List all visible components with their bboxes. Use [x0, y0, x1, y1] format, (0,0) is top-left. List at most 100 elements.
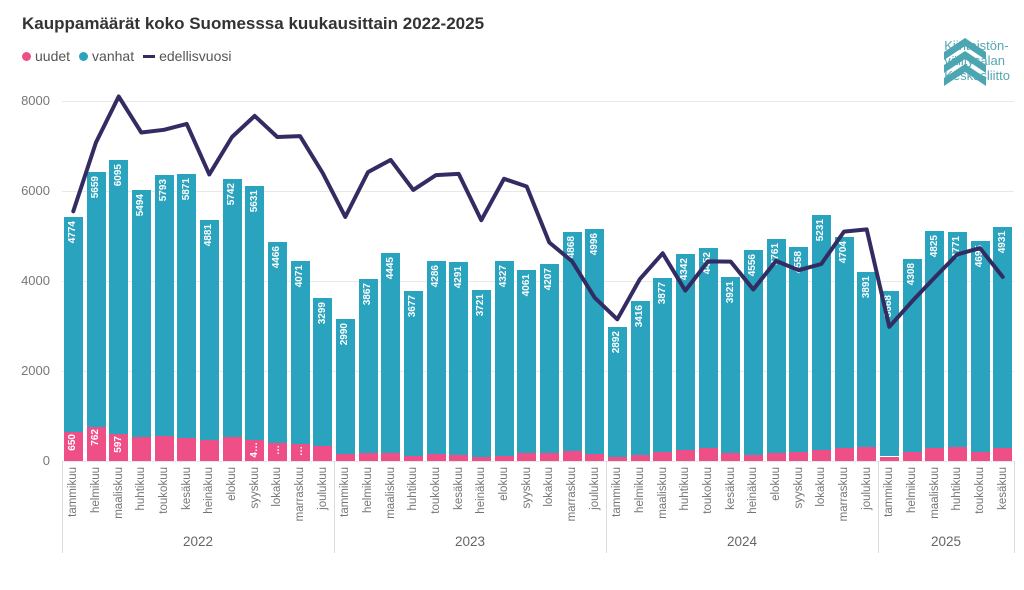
- bar-uudet[interactable]: [789, 452, 809, 461]
- bar-uudet[interactable]: [177, 438, 197, 461]
- bar-vanhat[interactable]: [335, 319, 355, 454]
- chart-legend: uudet vanhat edellisvuosi: [22, 48, 231, 64]
- bar-vanhat[interactable]: [199, 220, 219, 440]
- bar-uudet[interactable]: [313, 446, 333, 461]
- bar-vanhat[interactable]: [585, 229, 605, 455]
- bar-uudet[interactable]: [834, 448, 854, 461]
- bar-vanhat[interactable]: [449, 261, 469, 455]
- bar-vanhat[interactable]: [993, 226, 1013, 449]
- bar-vanhat[interactable]: [222, 178, 242, 438]
- bar-vanhat[interactable]: [970, 241, 990, 453]
- bar-uudet[interactable]: [721, 453, 741, 461]
- bar-uudet[interactable]: [743, 455, 763, 461]
- bar-vanhat[interactable]: [811, 214, 831, 450]
- bar-vanhat[interactable]: [721, 276, 741, 454]
- bar-uudet[interactable]: [335, 453, 355, 461]
- bar-uudet[interactable]: [131, 437, 151, 461]
- bar-uudet[interactable]: [471, 456, 491, 461]
- bar-uudet[interactable]: [381, 453, 401, 461]
- month-label: marraskuu: [294, 467, 306, 522]
- bar-uudet[interactable]: [199, 439, 219, 461]
- bar-vanhat[interactable]: [562, 231, 582, 451]
- bar-uudet[interactable]: [698, 448, 718, 461]
- bar-vanhat[interactable]: [766, 239, 786, 454]
- bar-value-label: 4761: [770, 243, 781, 266]
- bar-uudet[interactable]: [993, 448, 1013, 461]
- bar-uudet[interactable]: [947, 446, 967, 461]
- bar-vanhat[interactable]: [630, 301, 650, 456]
- bar-uudet[interactable]: [879, 456, 899, 461]
- bar-uudet[interactable]: [811, 449, 831, 461]
- bar-uudet[interactable]: [267, 443, 287, 461]
- bar-vanhat[interactable]: [675, 254, 695, 450]
- bar-vanhat[interactable]: [698, 248, 718, 449]
- bar-vanhat[interactable]: [834, 236, 854, 449]
- bar-vanhat[interactable]: [879, 291, 899, 457]
- bar-uudet[interactable]: [86, 426, 106, 461]
- bar-uudet[interactable]: [607, 456, 627, 461]
- bar-uudet[interactable]: [109, 434, 129, 461]
- bar-vanhat[interactable]: [245, 186, 265, 440]
- bar-uudet[interactable]: [426, 454, 446, 461]
- month-label: maaliskuu: [112, 467, 125, 519]
- bar-uudet[interactable]: [539, 453, 559, 461]
- month-label: tammikuu: [611, 467, 624, 517]
- bar-uudet[interactable]: [222, 437, 242, 461]
- bar-vanhat[interactable]: [925, 231, 945, 449]
- bar-uudet[interactable]: [494, 455, 514, 461]
- bar-vanhat[interactable]: [743, 250, 763, 456]
- bar-uudet[interactable]: [766, 453, 786, 461]
- bar-vanhat[interactable]: [290, 261, 310, 445]
- bar-uudet[interactable]: [630, 455, 650, 461]
- vanhat-dot-icon: [79, 51, 89, 61]
- bar-value-label: 3299: [316, 301, 328, 324]
- bar-uudet[interactable]: [449, 454, 469, 461]
- bar-value-label: 3891: [860, 275, 872, 298]
- legend-label-vanhat: vanhat: [92, 48, 135, 64]
- month-label: tammikuu: [883, 467, 896, 517]
- bar-uudet[interactable]: [925, 448, 945, 461]
- bar-vanhat[interactable]: [131, 189, 151, 438]
- bar-vanhat[interactable]: [86, 172, 106, 427]
- bar-uudet[interactable]: [653, 452, 673, 461]
- bar-uudet[interactable]: [154, 435, 174, 461]
- bar-vanhat[interactable]: [381, 253, 401, 454]
- bar-vanhat[interactable]: [789, 246, 809, 452]
- bar-uudet[interactable]: [517, 452, 537, 461]
- bar-uudet[interactable]: [403, 456, 423, 461]
- month-label: toukokuu: [158, 467, 170, 514]
- bar-uudet[interactable]: [857, 446, 877, 461]
- bar-vanhat[interactable]: [494, 260, 514, 456]
- month-label: huhtikuu: [135, 467, 148, 511]
- bar-uudet[interactable]: [290, 444, 310, 461]
- bar-vanhat[interactable]: [63, 216, 83, 432]
- bar-uudet[interactable]: [358, 452, 378, 461]
- legend-item-uudet[interactable]: uudet: [22, 48, 70, 64]
- bar-vanhat[interactable]: [426, 261, 446, 455]
- bar-vanhat[interactable]: [539, 264, 559, 454]
- bar-uudet[interactable]: [675, 449, 695, 461]
- bar-vanhat[interactable]: [403, 290, 423, 457]
- bar-value-label: 4291: [452, 265, 464, 288]
- edellisvuosi-dash-icon: [143, 54, 156, 58]
- bar-vanhat[interactable]: [947, 231, 967, 447]
- bar-uudet[interactable]: [63, 431, 83, 461]
- bar-value-label: 3921: [724, 280, 736, 304]
- bar-vanhat[interactable]: [109, 159, 129, 435]
- bar-vanhat[interactable]: [154, 175, 174, 436]
- legend-item-vanhat[interactable]: vanhat: [79, 48, 134, 64]
- bar-vanhat[interactable]: [607, 326, 627, 457]
- bar-value-label: 4996: [588, 233, 600, 256]
- bar-vanhat[interactable]: [177, 173, 197, 439]
- bar-uudet[interactable]: [902, 452, 922, 461]
- bar-uudet[interactable]: [585, 454, 605, 461]
- bar-vanhat[interactable]: [313, 297, 333, 447]
- bar-uudet[interactable]: [245, 439, 265, 461]
- bar-vanhat[interactable]: [267, 242, 287, 444]
- bar-vanhat[interactable]: [902, 258, 922, 453]
- bar-uudet[interactable]: [562, 450, 582, 461]
- legend-item-edellisvuosi[interactable]: edellisvuosi: [143, 48, 231, 64]
- bar-uudet[interactable]: [970, 452, 990, 461]
- bar-vanhat[interactable]: [471, 289, 491, 457]
- bar-vanhat[interactable]: [517, 270, 537, 453]
